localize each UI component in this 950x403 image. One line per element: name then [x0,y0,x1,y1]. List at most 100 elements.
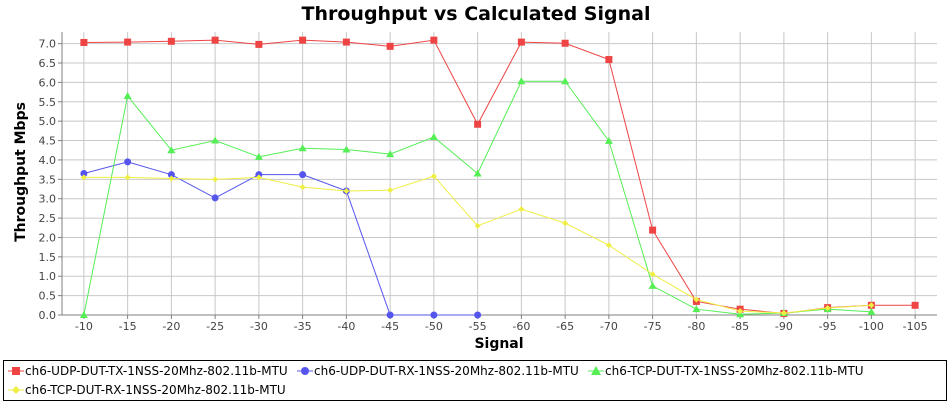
y-tick-label: 4.0 [39,154,57,167]
x-tick-label: -45 [381,320,399,333]
data-point [824,305,831,312]
data-point [649,271,656,278]
y-tick-label: 7.0 [39,38,57,51]
y-tick-label: 6.0 [39,76,57,89]
x-tick-label: -50 [425,320,443,333]
y-tick-label: 2.5 [39,212,57,225]
x-tick-label: -85 [731,320,749,333]
data-point [342,145,351,153]
x-tick-label: -95 [819,320,837,333]
data-point [430,173,437,180]
x-tick-label: -25 [206,320,224,333]
y-tick-label: 1.0 [39,270,57,283]
data-point [387,187,394,194]
x-tick-label: -40 [337,320,355,333]
x-tick-label: -15 [119,320,137,333]
data-point [518,206,525,213]
legend-marker-diamond-icon [8,386,24,394]
x-tick-label: -100 [859,320,884,333]
data-point [692,305,701,313]
series-line-2 [83,161,478,316]
data-point [561,77,570,85]
data-point [780,310,787,317]
data-point [474,120,482,128]
data-point [298,144,307,152]
data-point [343,187,350,194]
y-tick-label: 2.0 [39,231,57,244]
x-tick-label: -105 [903,320,928,333]
data-point [737,308,744,315]
x-axis-label: Signal [474,336,523,352]
legend-label: ch6-TCP-DUT-TX-1NSS-20Mhz-802.11b-MTU [605,364,864,378]
data-point [123,91,132,99]
legend-marker-circle-icon [297,367,313,375]
data-point [693,296,700,303]
data-point [211,194,219,202]
x-tick-label: -10 [75,320,93,333]
data-point [168,175,175,182]
data-point [561,39,569,47]
data-point [79,311,88,318]
x-tick-label: -90 [775,320,793,333]
x-tick-label: -35 [294,320,312,333]
data-point [124,38,132,46]
data-point [430,36,438,44]
legend-label: ch6-TCP-DUT-RX-1NSS-20Mhz-802.11b-MTU [25,383,286,397]
data-point [211,36,219,44]
data-point [124,174,131,181]
x-tick-label: -65 [556,320,574,333]
data-point [80,38,88,46]
data-point [562,220,569,227]
x-tick-label: -30 [250,320,268,333]
data-point [648,281,657,289]
data-point [299,184,306,191]
data-point [386,311,394,319]
plot-area: 0.0 0.5 1.0 1.5 2.0 2.5 3.0 3.5 4.0 4.5 5.0 5.5 6.0 6… [39,32,937,333]
chart-title: Throughput vs Calculated Signal [302,3,651,25]
y-tick-label: 3.5 [39,173,57,186]
data-point [604,136,613,144]
y-tick-label: 1.5 [39,251,57,264]
data-point [868,302,875,309]
x-tick-label: -20 [162,320,180,333]
data-point [517,38,525,46]
data-point [167,37,175,45]
data-point [649,226,657,234]
data-point [212,176,219,183]
data-point [605,242,612,249]
data-point [80,174,87,181]
data-point [255,174,262,181]
data-point [124,158,132,166]
y-tick-label: 5.5 [39,96,57,109]
data-point [167,171,175,179]
legend-label: ch6-UDP-DUT-TX-1NSS-20Mhz-802.11b-MTU [25,364,288,378]
data-point [299,171,307,179]
data-point [386,150,395,158]
y-axis-label: Throughput Mbps [13,102,29,242]
x-tick-label: -80 [687,320,705,333]
data-point [867,307,876,315]
y-tick-label: 0.5 [39,290,57,303]
data-point [474,311,482,319]
legend-marker-square-icon [8,367,24,375]
y-tick-label: 6.5 [39,57,57,70]
data-point [517,77,526,85]
y-tick-label: 0.0 [39,309,57,322]
x-tick-label: -70 [600,320,618,333]
legend: ch6-UDP-DUT-TX-1NSS-20Mhz-802.11b-MTU ch… [3,360,947,401]
x-tick-label: -75 [644,320,662,333]
y-tick-label: 4.5 [39,135,57,148]
data-point [255,40,263,48]
chart-svg: Throughput vs Calculated Signal 0.0 0.5 1.… [13,3,937,352]
data-point [474,222,481,229]
data-point [605,56,613,64]
data-point [167,146,176,154]
plot-background [62,32,937,315]
data-point [342,38,350,46]
y-tick-label: 5.0 [39,115,57,128]
x-tick-label: -55 [469,320,487,333]
data-point [430,311,438,319]
data-point [911,301,919,309]
data-point [429,133,438,141]
